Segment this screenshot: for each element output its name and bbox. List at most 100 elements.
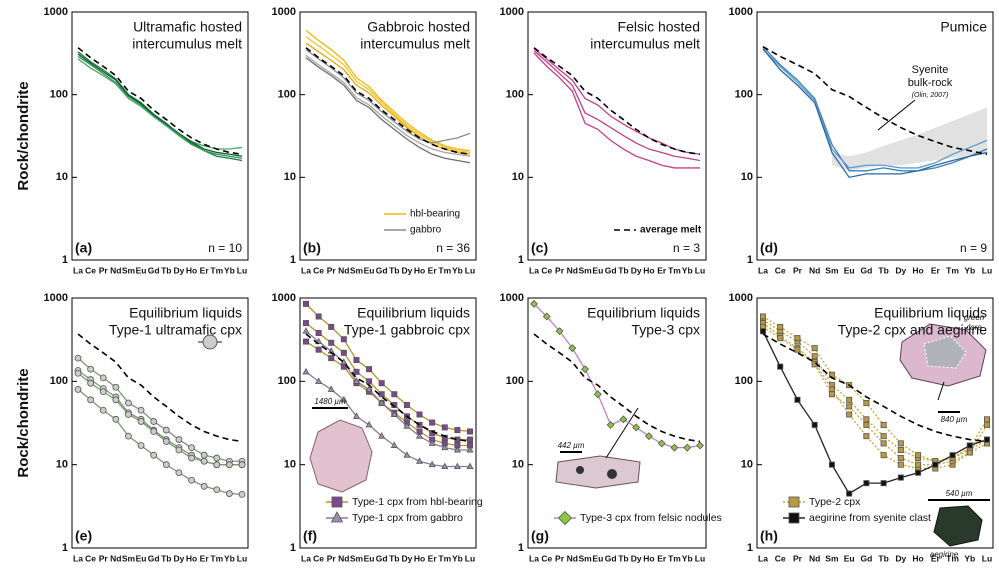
marker <box>354 369 359 374</box>
y-tick-label: 1 <box>290 254 296 266</box>
x-tick-label: Lu <box>982 265 992 275</box>
x-tick-label: Lu <box>465 553 475 563</box>
marker <box>864 481 869 486</box>
x-tick-label: Yb <box>224 265 235 275</box>
x-tick-label: Sm <box>350 265 364 275</box>
marker <box>864 400 869 405</box>
legend-item: Type-1 cpx from hbl-bearing <box>326 496 483 508</box>
marker <box>967 443 972 448</box>
x-tick-label: Pr <box>555 265 565 275</box>
x-tick-label: Yb <box>964 265 975 275</box>
panel-label: (c) <box>531 240 548 256</box>
y-tick-label: 1 <box>747 254 753 266</box>
x-tick-label: Er <box>931 265 941 275</box>
x-tick-label: Tb <box>389 265 399 275</box>
marker <box>88 397 94 403</box>
x-tick-label: Ce <box>85 553 96 563</box>
y-tick-label: 1000 <box>729 292 753 304</box>
marker <box>967 450 972 455</box>
legend-item: average melt <box>614 225 702 236</box>
y-tick-label: 100 <box>506 89 524 101</box>
x-tick-label: Er <box>428 553 438 563</box>
marker <box>303 301 308 306</box>
x-tick-label: Sm <box>122 553 136 563</box>
x-tick-label: Lu <box>695 553 705 563</box>
marker <box>795 336 800 341</box>
panel-title: Type-1 ultramafic cpx <box>109 322 242 338</box>
marker <box>829 372 834 377</box>
x-tick-label: Nd <box>338 265 349 275</box>
series-line <box>534 53 700 168</box>
marker <box>75 386 81 392</box>
x-tick-label: Ho <box>414 265 425 275</box>
x-tick-label: Gd <box>148 265 160 275</box>
x-tick-label: Ho <box>186 553 197 563</box>
series-line <box>534 48 700 155</box>
y-tick-label: 1 <box>62 542 68 554</box>
marker <box>138 418 144 424</box>
marker <box>915 453 920 458</box>
marker <box>214 455 220 461</box>
chart: 1101001000LaCePrNdSmEuGdTbDyHoErTmYbLuRo… <box>0 0 999 569</box>
x-tick-label: Dy <box>401 553 412 563</box>
x-tick-label: Nd <box>809 553 820 563</box>
marker <box>812 422 817 427</box>
marker <box>778 336 783 341</box>
legend-label: Type-3 cpx from felsic nodules <box>580 512 722 524</box>
marker <box>379 392 384 397</box>
x-tick-label: Eu <box>592 265 603 275</box>
marker <box>176 437 182 443</box>
x-tick-label: Nd <box>809 265 820 275</box>
marker <box>778 364 783 369</box>
marker <box>75 370 81 376</box>
annotation: 442 µm <box>558 441 585 450</box>
x-tick-label: Ce <box>541 265 552 275</box>
marker <box>176 447 182 453</box>
marker <box>404 402 409 407</box>
x-tick-label: Sm <box>122 265 136 275</box>
panel-title: Ultramafic hosted <box>133 19 242 35</box>
x-tick-label: Gd <box>376 265 388 275</box>
legend-item: Type-2 cpx <box>783 496 861 508</box>
marker <box>417 412 422 417</box>
series-line <box>78 389 242 494</box>
x-tick-label: Er <box>657 265 667 275</box>
x-tick-label: Ce <box>313 265 324 275</box>
x-tick-label: Tm <box>668 265 681 275</box>
legend-label: average melt <box>640 225 702 236</box>
marker <box>366 422 372 427</box>
marker <box>795 347 800 352</box>
marker <box>100 407 106 413</box>
marker <box>789 497 799 507</box>
legend-item: gabbro <box>384 225 442 236</box>
x-tick-label: Yb <box>682 265 693 275</box>
marker <box>620 416 627 423</box>
x-tick-label: Lu <box>982 553 992 563</box>
crystal-f <box>310 420 372 492</box>
y-tick-label: 1 <box>290 542 296 554</box>
marker <box>100 389 106 395</box>
marker <box>214 462 220 468</box>
marker <box>684 444 691 451</box>
x-tick-label: Eu <box>364 553 375 563</box>
marker <box>697 442 704 449</box>
panel-label: (d) <box>760 240 778 256</box>
marker <box>950 453 955 458</box>
marker <box>594 391 601 398</box>
series-line <box>534 49 700 155</box>
n-label: n = 9 <box>960 241 987 255</box>
marker <box>984 417 989 422</box>
x-tick-label: Pr <box>555 553 565 563</box>
marker <box>915 462 920 467</box>
marker <box>898 475 903 480</box>
panel-label: (e) <box>75 528 92 544</box>
x-tick-label: Dy <box>173 265 184 275</box>
x-tick-label: Pr <box>327 553 337 563</box>
marker <box>881 481 886 486</box>
legend-label: Type-1 cpx from gabbro <box>352 512 463 524</box>
marker <box>898 441 903 446</box>
marker <box>239 462 245 468</box>
x-tick-label: Eu <box>592 553 603 563</box>
x-tick-label: Ho <box>912 553 923 563</box>
y-tick-label: 1000 <box>500 292 524 304</box>
